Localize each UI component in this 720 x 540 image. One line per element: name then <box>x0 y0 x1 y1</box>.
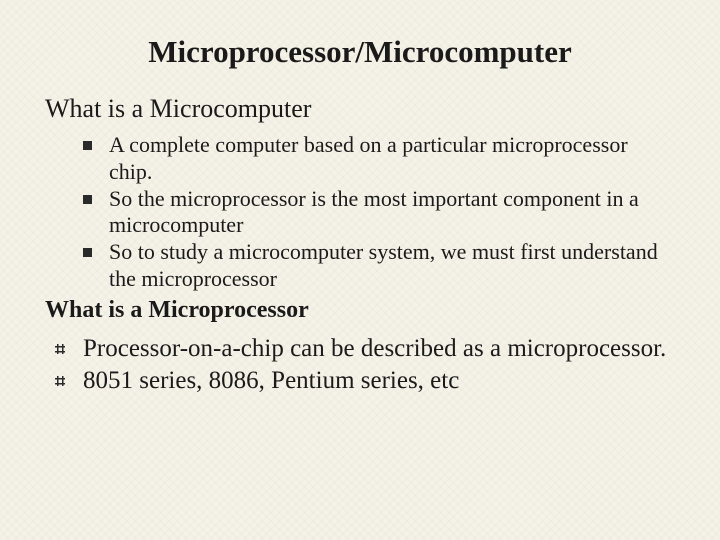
section-heading-microcomputer: What is a Microcomputer <box>45 94 675 124</box>
microprocessor-bullet-list: Processor-on-a-chip can be described as … <box>53 334 675 397</box>
microcomputer-bullet-list: A complete computer based on a particula… <box>83 132 675 293</box>
list-item: Processor-on-a-chip can be described as … <box>53 334 675 365</box>
slide-title: Microprocessor/Microcomputer <box>45 34 675 70</box>
list-item: 8051 series, 8086, Pentium series, etc <box>53 366 675 397</box>
list-item: A complete computer based on a particula… <box>83 132 675 186</box>
section-heading-microprocessor: What is a Microprocessor <box>45 297 675 324</box>
list-item: So the microprocessor is the most import… <box>83 186 675 240</box>
list-item: So to study a microcomputer system, we m… <box>83 239 675 293</box>
